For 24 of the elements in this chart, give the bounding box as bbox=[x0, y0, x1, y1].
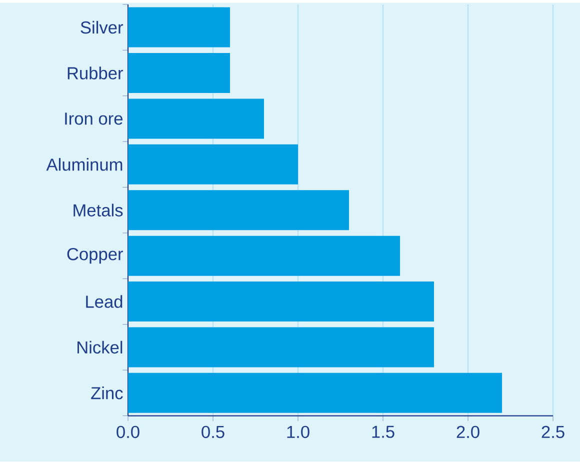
bar bbox=[128, 98, 264, 139]
y-tick-label: Silver bbox=[80, 21, 123, 34]
bar bbox=[128, 190, 350, 230]
y-tick-label: Aluminum bbox=[46, 158, 122, 171]
y-tick-label: Rubber bbox=[68, 66, 123, 80]
bar bbox=[128, 7, 230, 48]
y-tick-label: Copper bbox=[67, 248, 123, 264]
bar bbox=[128, 236, 400, 276]
bar bbox=[128, 373, 502, 414]
bar bbox=[128, 53, 230, 94]
y-tick-label: Iron ore bbox=[65, 112, 122, 125]
bar bbox=[128, 144, 298, 185]
x-tick-label: 2.0 bbox=[456, 426, 480, 438]
bar bbox=[128, 327, 434, 368]
x-tick-label: 1.5 bbox=[372, 426, 394, 438]
x-tick-label: 1.0 bbox=[287, 426, 310, 438]
y-tick-label: Zinc bbox=[91, 386, 123, 400]
y-tick-label: Metals bbox=[74, 204, 123, 217]
y-tick-label: Nickel bbox=[78, 340, 122, 354]
x-tick-label: 2.5 bbox=[542, 426, 564, 438]
bar bbox=[128, 282, 434, 322]
x-tick-label: 0.5 bbox=[202, 426, 224, 438]
y-tick-label: Lead bbox=[86, 295, 122, 308]
x-tick-label: 0.0 bbox=[116, 426, 140, 438]
